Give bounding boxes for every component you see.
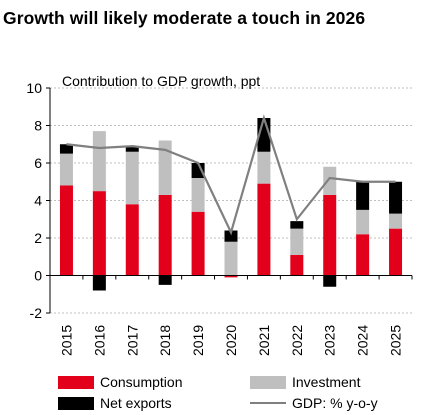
bar-investment-2023 [323, 166, 337, 195]
axes: -2 0 2 4 6 8 10 2015 2016 2017 2018 2019 2020 2021 202… [26, 80, 413, 356]
bar-net-exports-2016 [92, 275, 106, 291]
bar-consumption-2022 [290, 254, 304, 276]
y-tick-label: 2 [34, 230, 42, 246]
x-tick-label: 2022 [289, 325, 305, 356]
bar-investment-2021 [257, 151, 271, 184]
bar-consumption-2023 [323, 194, 337, 276]
bar-investment-2015 [59, 153, 73, 186]
bar-consumption-2018 [158, 194, 172, 276]
legend-item-consumption: Consumption [58, 373, 183, 391]
x-tick-label: 2019 [190, 325, 206, 356]
bar-investment-2016 [92, 131, 106, 192]
bar-investment-2018 [158, 140, 172, 195]
y-tick-label: -2 [30, 305, 43, 321]
bar-investment-2019 [191, 178, 205, 212]
chart-title: Growth will likely moderate a touch in 2… [3, 8, 366, 28]
legend-swatch-consumption [58, 375, 94, 389]
bar-consumption-2024 [356, 234, 370, 276]
bar-net-exports-2024 [356, 181, 370, 210]
x-tick-label: 2018 [157, 325, 173, 356]
bar-consumption-2017 [125, 204, 139, 276]
legend-label-gdp: GDP: % y-o-y [292, 395, 378, 411]
y-tick-label: 8 [34, 118, 42, 134]
legend-item-investment: Investment [250, 373, 360, 391]
bar-investment-2022 [290, 228, 304, 255]
x-tick-label: 2016 [91, 325, 107, 356]
y-tick-label: 6 [34, 155, 42, 171]
bar-investment-2017 [125, 151, 139, 205]
x-tick-label: 2023 [322, 325, 338, 356]
legend-label-consumption: Consumption [100, 374, 183, 390]
bar-consumption-2016 [92, 191, 106, 276]
bar-net-exports-2022 [290, 221, 304, 229]
legend-item-gdp: GDP: % y-o-y [250, 394, 378, 412]
x-tick-label: 2021 [256, 325, 272, 356]
bar-net-exports-2017 [125, 146, 139, 152]
y-tick-label: 10 [26, 80, 42, 96]
y-tick-label: 4 [34, 193, 42, 209]
bar-net-exports-2018 [158, 275, 172, 285]
bar-net-exports-2023 [323, 275, 337, 287]
bars [59, 118, 403, 291]
bar-net-exports-2020 [224, 230, 238, 242]
x-tick-label: 2020 [223, 325, 239, 356]
x-tick-label: 2015 [58, 325, 74, 356]
bar-consumption-2021 [257, 183, 271, 276]
legend-swatch-investment [250, 375, 286, 389]
bar-consumption-2020 [224, 275, 238, 278]
legend-label-net-exports: Net exports [100, 395, 172, 411]
bar-consumption-2015 [59, 185, 73, 276]
x-tick-label: 2025 [388, 325, 404, 356]
legend-label-investment: Investment [292, 374, 361, 390]
bar-net-exports-2025 [389, 181, 403, 214]
bar-consumption-2025 [389, 228, 403, 276]
x-tick-label: 2017 [124, 325, 140, 356]
bar-net-exports-2015 [59, 144, 73, 154]
legend-swatch-net-exports [58, 396, 94, 410]
legend-swatch-gdp [250, 402, 286, 404]
bar-investment-2020 [224, 241, 238, 276]
x-tick-label: 2024 [355, 325, 371, 356]
gdp-line [66, 114, 396, 236]
legend-item-net-exports: Net exports [58, 394, 172, 412]
bar-net-exports-2019 [191, 163, 205, 178]
y-tick-label: 0 [34, 268, 42, 284]
chart-subtitle: Contribution to GDP growth, ppt [62, 73, 260, 89]
bar-consumption-2019 [191, 211, 205, 276]
gdp-line-layer [66, 114, 396, 236]
bar-investment-2024 [356, 209, 370, 235]
bar-investment-2025 [389, 213, 403, 229]
